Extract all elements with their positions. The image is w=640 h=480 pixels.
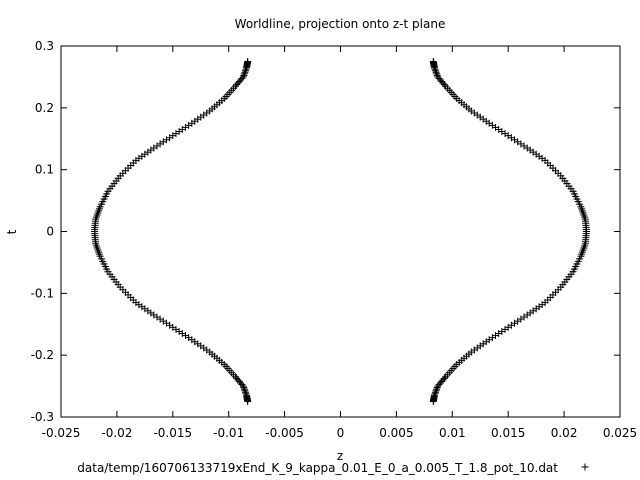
x-axis-tick-labels: -0.025 -0.02 -0.015 -0.01 -0.005 0 0.005 0.01 0.… (42, 426, 638, 440)
data-point (429, 398, 437, 406)
x-tick-label: 0 (337, 426, 345, 440)
data-point (240, 385, 248, 393)
data-point (241, 387, 249, 395)
data-point (243, 64, 251, 72)
legend: data/temp/160706133719xEnd_K_9_kappa_0.0… (77, 461, 589, 475)
data-point (239, 382, 247, 390)
data-point (440, 81, 448, 89)
x-tick-label: 0.02 (551, 426, 578, 440)
data-point (241, 388, 249, 396)
data-point (432, 388, 440, 396)
data-point (244, 398, 252, 406)
legend-entry-label: data/temp/160706133719xEnd_K_9_kappa_0.0… (77, 461, 558, 475)
x-axis-label: z (337, 449, 343, 463)
data-point (433, 71, 441, 79)
data-point (432, 67, 440, 75)
series-marks (91, 57, 590, 406)
x-tick-label: 0.025 (603, 426, 637, 440)
x-tick-label: -0.025 (42, 426, 81, 440)
y-axis-tick-labels: -0.3 -0.2 -0.1 0 0.1 0.2 0.3 (31, 39, 54, 424)
data-point (242, 65, 250, 73)
plot-frame (60, 45, 621, 418)
data-point (432, 68, 440, 76)
data-point (240, 384, 248, 392)
legend-plus-marker (581, 463, 589, 471)
x-tick-label: 0.005 (379, 426, 413, 440)
y-tick-label: 0.2 (35, 101, 54, 115)
x-tick-label: -0.005 (265, 426, 304, 440)
plot-area (60, 45, 621, 418)
axis-ticks (60, 45, 621, 418)
data-point (233, 81, 241, 89)
chart-title: Worldline, projection onto z-t plane (235, 17, 446, 31)
x-tick-label: -0.015 (153, 426, 192, 440)
data-point (431, 65, 439, 73)
x-tick-label: -0.01 (213, 426, 244, 440)
y-tick-label: 0.3 (35, 39, 54, 53)
data-point (434, 382, 442, 390)
x-tick-label: 0.015 (491, 426, 525, 440)
y-tick-label: -0.2 (31, 348, 54, 362)
data-point (241, 68, 249, 76)
y-tick-label: 0 (46, 225, 54, 239)
data-point (240, 71, 248, 79)
data-point (433, 385, 441, 393)
y-tick-label: 0.1 (35, 163, 54, 177)
data-point (433, 70, 441, 78)
data-point (432, 387, 440, 395)
data-point (241, 67, 249, 75)
data-point (433, 384, 441, 392)
legend-marker-plus (581, 463, 589, 471)
y-axis-label: t (5, 229, 19, 234)
x-tick-label: -0.02 (101, 426, 132, 440)
x-tick-label: 0.01 (439, 426, 466, 440)
y-tick-label: -0.1 (31, 286, 54, 300)
data-point (430, 64, 438, 72)
y-tick-label: -0.3 (31, 410, 54, 424)
data-point (240, 70, 248, 78)
